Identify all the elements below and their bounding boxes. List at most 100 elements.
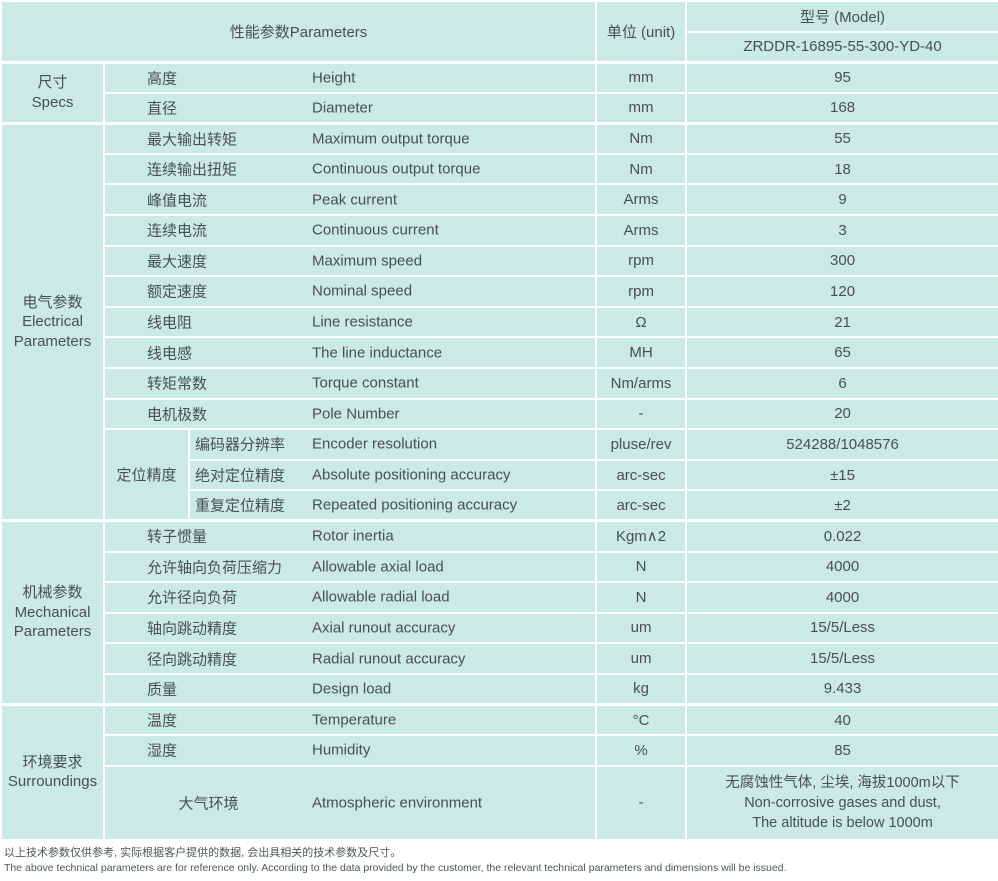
section-en: Specs: [31, 93, 74, 111]
param-unit: um: [595, 611, 688, 645]
param-name-en: Maximum output torque: [312, 130, 470, 148]
param-name-cell: 连续电流 Continuous current: [102, 213, 598, 247]
param-name-cell: 转矩常数 Torque constant: [102, 366, 598, 400]
param-name-cn: 高度: [147, 70, 178, 88]
param-unit: kg: [595, 672, 688, 706]
param-value: 168: [685, 91, 998, 125]
footer-note-cn: 以上技术参数仅供参考, 实际根据客户提供的数据, 会出具相关的技术参数及尺寸。: [4, 846, 402, 859]
table-row: 电机极数 Pole Number - 20: [1, 397, 998, 431]
table-row: 轴向跳动精度 Axial runout accuracy um 15/5/Les…: [1, 611, 998, 645]
subsection-label-positioning: 定位精度: [103, 428, 190, 522]
param-name-en: Peak current: [312, 191, 398, 209]
param-value: 21: [685, 305, 998, 339]
param-value: 40: [685, 702, 998, 737]
param-value: 18: [685, 152, 998, 186]
param-name-en: Allowable radial load: [312, 588, 450, 606]
param-name-cell: 直径 Diameter: [102, 91, 598, 125]
table-row: 绝对定位精度 Absolute positioning accuracy arc…: [1, 458, 998, 492]
param-name-cn: 编码器分辨率: [195, 436, 286, 454]
param-name-en: Radial runout accuracy: [312, 650, 466, 668]
param-name-en: Atmospheric environment: [312, 794, 483, 812]
param-value: 300: [685, 244, 998, 278]
table-row: 直径 Diameter mm 168: [1, 91, 998, 125]
param-name-cn: 转子惯量: [147, 528, 208, 546]
param-name-cell: 质量 Design load: [102, 672, 598, 706]
param-name-cell: 转子惯量 Rotor inertia: [102, 519, 598, 553]
param-unit: mm: [595, 60, 688, 94]
param-name-en: Axial runout accuracy: [312, 619, 456, 637]
param-value: 15/5/Less: [685, 642, 998, 675]
param-name-cell: 温度 Temperature: [102, 702, 598, 737]
param-unit: -: [595, 397, 688, 431]
param-name-en: Pole Number: [312, 405, 400, 423]
param-unit: arc-sec: [595, 458, 688, 492]
param-name-en: Humidity: [312, 741, 371, 759]
param-unit: Nm/arms: [595, 366, 688, 400]
table-header-row: 性能参数Parameters 单位 (unit) 型号 (Model): [0, 0, 998, 63]
param-name-en: Design load: [312, 680, 392, 698]
section-cn: 尺寸: [37, 74, 68, 92]
table-row: 连续电流 Continuous current Arms 3: [1, 213, 998, 247]
table-row: 定位精度 编码器分辨率 Encoder resolution pluse/rev…: [1, 428, 998, 522]
param-name-cn: 最大速度: [147, 253, 208, 271]
section-label-surroundings: 环境要求 Surroundings: [0, 702, 105, 841]
param-name-cn: 连续输出扭矩: [147, 161, 238, 179]
section-cn: 电气参数: [22, 293, 83, 311]
table-row: 允许轴向负荷压缩力 Allowable axial load N 4000: [1, 550, 998, 584]
section-label-mechanical: 机械参数 Mechanical Parameters: [0, 519, 105, 706]
table-row: 峰值电流 Peak current Arms 9: [1, 183, 998, 216]
param-name-cell: 编码器分辨率 Encoder resolution: [187, 428, 598, 461]
param-unit: rpm: [595, 244, 688, 278]
table-row: 转矩常数 Torque constant Nm/arms 6: [1, 366, 998, 400]
param-name-cell: 径向跳动精度 Radial runout accuracy: [102, 642, 598, 675]
table-row: 电气参数 Electrical Parameters 最大输出转矩 Maximu…: [0, 121, 998, 522]
param-name-cell: 额定速度 Nominal speed: [102, 275, 598, 308]
param-unit: N: [595, 550, 688, 584]
param-name-cn: 质量: [147, 681, 178, 699]
param-unit: -: [595, 764, 688, 841]
param-value: 20: [685, 397, 998, 431]
param-name-en: Temperature: [312, 711, 397, 729]
param-name-en: Continuous output torque: [312, 160, 481, 178]
section-label-electrical: 电气参数 Electrical Parameters: [0, 121, 105, 522]
table-row: 最大速度 Maximum speed rpm 300: [1, 244, 998, 278]
section-en: Mechanical Parameters: [13, 603, 92, 641]
param-unit: mm: [595, 91, 688, 125]
param-name-en: Diameter: [312, 99, 373, 117]
atmosphere-value-line3: The altitude is below 1000m: [752, 814, 933, 831]
table-row: 环境要求 Surroundings 温度 Temperature °C 40: [0, 702, 998, 841]
param-value: 6: [685, 366, 998, 400]
param-value: 4000: [685, 581, 998, 614]
section-label-specs: 尺寸 Specs: [0, 60, 105, 125]
param-unit: Kgm∧2: [595, 519, 688, 553]
param-name-en: Repeated positioning accuracy: [312, 496, 518, 514]
param-value: 4000: [685, 550, 998, 584]
param-name-cn: 径向跳动精度: [147, 651, 238, 669]
param-name-cn: 线电感: [147, 345, 193, 363]
section-en: Electrical Parameters: [13, 313, 92, 350]
param-name-cn: 轴向跳动精度: [147, 620, 238, 638]
table-row: 线电感 The line inductance MH 65: [1, 336, 998, 369]
param-value: 9: [685, 183, 998, 216]
param-unit: °C: [595, 702, 688, 737]
model-row: ZRDDR-16895-55-300-YD-40: [1, 31, 998, 63]
param-name-cn: 连续电流: [147, 222, 208, 240]
param-name-cn: 转矩常数: [147, 375, 208, 393]
param-name-en: Line resistance: [312, 313, 413, 331]
param-name-en: Rotor inertia: [312, 527, 394, 545]
section-cn: 机械参数: [22, 584, 83, 602]
param-name-en: Torque constant: [312, 374, 419, 392]
param-unit: %: [595, 734, 688, 767]
param-name-cell: 最大输出转矩 Maximum output torque: [102, 121, 598, 155]
table-row: 径向跳动精度 Radial runout accuracy um 15/5/Le…: [1, 642, 998, 675]
param-name-en: Maximum speed: [312, 252, 423, 270]
table-row: 线电阻 Line resistance Ω 21: [1, 305, 998, 339]
param-name-cell: 最大速度 Maximum speed: [102, 244, 598, 278]
table-row: 质量 Design load kg 9.433: [1, 672, 998, 706]
section-en: Surroundings: [7, 773, 98, 791]
param-unit: Nm: [595, 121, 688, 155]
table-row: 连续输出扭矩 Continuous output torque Nm 18: [1, 152, 998, 186]
model-header: 型号 (Model): [685, 0, 998, 33]
param-name-cell: 线电阻 Line resistance: [102, 305, 598, 339]
footer-note: 以上技术参数仅供参考, 实际根据客户提供的数据, 会出具相关的技术参数及尺寸。 …: [4, 846, 998, 876]
